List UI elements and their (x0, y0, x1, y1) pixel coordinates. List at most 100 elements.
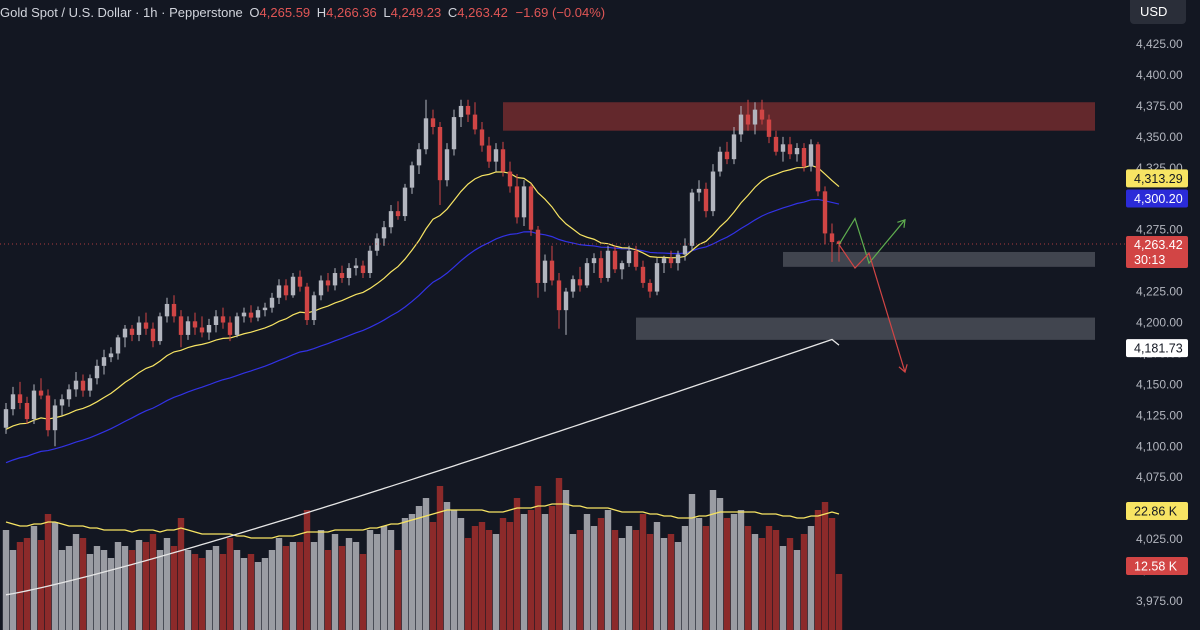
ma50-price-tag-bg (1126, 189, 1188, 208)
candle-body (486, 145, 492, 162)
ma20-price-tag: 4,313.29 (1134, 172, 1183, 186)
price-tick-label: 4,150.00 (1136, 377, 1183, 391)
candle-body (52, 405, 58, 431)
price-scale[interactable]: 4,425.004,400.004,375.004,350.004,325.00… (1136, 37, 1183, 608)
volume-bar (674, 542, 682, 630)
volume-bar (177, 518, 185, 630)
volume-bar (597, 518, 605, 630)
candle-body (255, 310, 261, 318)
volume-bar (93, 546, 101, 630)
volume-bar (65, 546, 73, 630)
candle-body (591, 258, 597, 264)
candle-body (724, 151, 730, 160)
price-tick-label: 3,975.00 (1136, 594, 1183, 608)
price-tick-label: 4,375.00 (1136, 99, 1183, 113)
volume-bar (380, 526, 388, 630)
volume-bar (541, 514, 549, 630)
candle-body (731, 134, 737, 160)
volume-bar (51, 522, 59, 630)
volume-bar (688, 494, 696, 630)
volume-bar (520, 514, 528, 630)
volume-bar (793, 550, 801, 630)
volume-bar (716, 498, 724, 630)
volume-bar (786, 538, 794, 630)
price-tick-label: 4,025.00 (1136, 532, 1183, 546)
candle-body (808, 144, 814, 167)
volume-bar (317, 530, 325, 630)
candle-body (829, 233, 835, 243)
volume-bar (135, 540, 143, 630)
volume-bar (345, 538, 353, 630)
volume-bar (191, 554, 199, 630)
ma50-line (5, 198, 840, 464)
candle-body (129, 328, 135, 335)
volume-bar (534, 486, 542, 630)
volume-bar (667, 534, 675, 630)
candle-body (339, 273, 345, 278)
low-key: L (383, 5, 391, 20)
candle-body (367, 250, 373, 274)
candle-body (605, 250, 611, 278)
candle-body (178, 316, 184, 335)
volume-bar (170, 546, 178, 630)
candle-body (836, 241, 842, 245)
open-value: 4,265.59 (259, 5, 311, 20)
candle-body (801, 148, 807, 167)
candle-body (374, 238, 380, 251)
candle-body (213, 316, 219, 326)
candle-body (234, 316, 240, 335)
candle-body (206, 325, 212, 333)
candle-body (437, 126, 443, 181)
volume-ma-tag-bg (1126, 502, 1188, 520)
volume-bar (331, 534, 339, 630)
ma200-price-tag: 4,181.73 (1134, 342, 1183, 356)
volume-bar (772, 530, 780, 630)
volume-bar (303, 510, 311, 630)
volume-bar (30, 526, 38, 630)
price-tick-label: 4,225.00 (1136, 285, 1183, 299)
volume-bar (240, 558, 248, 630)
currency-button[interactable]: USD (1130, 0, 1186, 24)
volume-bar (387, 530, 395, 630)
scenario-down-arrow (838, 244, 906, 373)
candle-body (101, 357, 107, 366)
volume-bar (352, 542, 360, 630)
candle-body (682, 245, 688, 255)
candle-body (87, 378, 93, 391)
candle-body (423, 118, 429, 150)
candle-body (493, 149, 499, 162)
volume-bar (499, 518, 507, 630)
volume-bar (72, 534, 80, 630)
volume-bar (149, 534, 157, 630)
volume-bar (366, 530, 374, 630)
candle-body (283, 285, 289, 296)
candle-body (332, 273, 338, 286)
volume-bar (422, 498, 430, 630)
symbol-header[interactable]: Gold Spot / U.S. Dollar · 1h · Peppersto… (0, 5, 605, 21)
candle-body (738, 114, 744, 135)
volume-bar (737, 510, 745, 630)
candle-body (3, 409, 9, 428)
candle-body (185, 321, 191, 335)
volume-bar (604, 510, 612, 630)
volume-bar (569, 534, 577, 630)
volume-bar (548, 506, 556, 630)
candle-body (73, 380, 79, 390)
volume-bar (184, 550, 192, 630)
volume-bar (436, 486, 444, 630)
candle-body (815, 144, 821, 192)
volume-ma-polyline (5, 503, 840, 539)
volume-bar (576, 530, 584, 630)
candle-body (17, 394, 23, 403)
volume-bar (289, 542, 297, 630)
candle-body (542, 260, 548, 283)
zones (503, 102, 1095, 340)
candle-body (192, 321, 198, 328)
volume-bar (121, 546, 129, 630)
candle-body (248, 312, 254, 318)
candle-body (745, 114, 751, 125)
volume-bar (562, 490, 570, 630)
candle-body (626, 250, 632, 264)
candle-body (304, 286, 310, 321)
